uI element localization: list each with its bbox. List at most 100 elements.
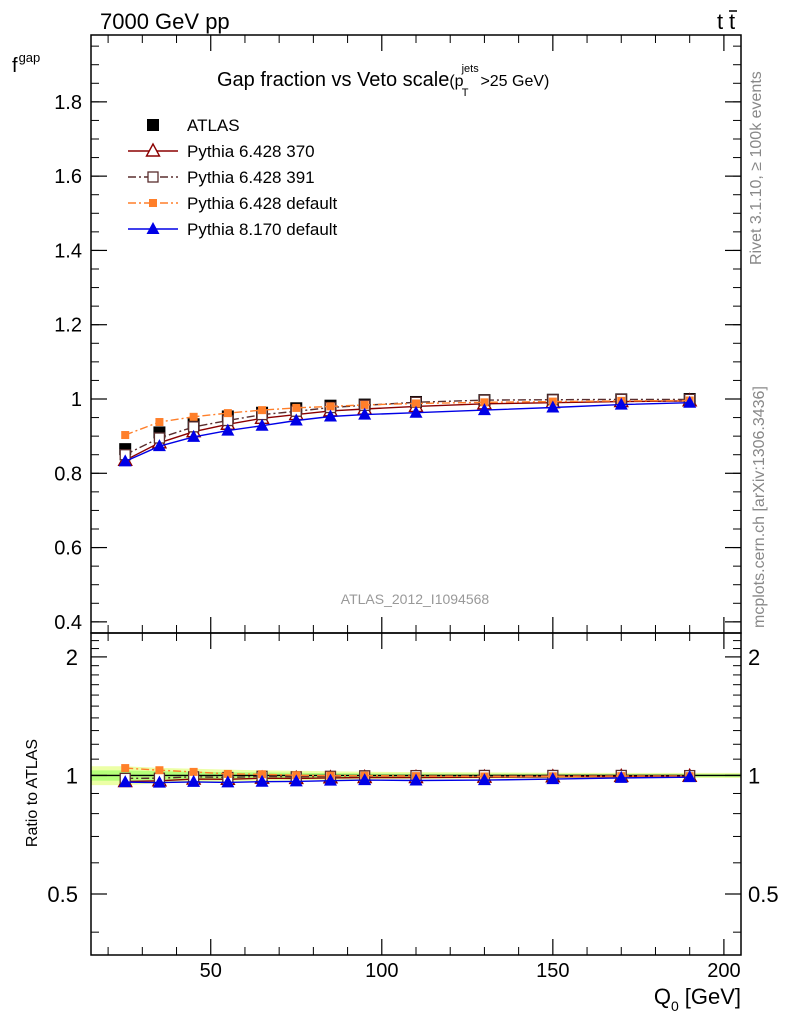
main-panel: 0.4 0.6 0.8 1 1.2 1.4 1.6 1.8 fgap Gap fraction… [12, 34, 742, 634]
legend-label-p370: Pythia 6.428 370 [187, 142, 315, 161]
data-point-p6def [326, 402, 335, 411]
data-point-p8def [221, 423, 235, 436]
legend-label-atlas: ATLAS [187, 116, 240, 135]
main-y-tick-label: 1.2 [54, 315, 82, 337]
data-point-p6def [480, 398, 489, 407]
legend-marker-p6def [149, 199, 157, 207]
legend-marker-atlas [147, 119, 159, 131]
data-point-p8def [683, 395, 697, 408]
main-y-tick-label: 0.4 [54, 612, 82, 634]
legend-item-p8def: Pythia 8.170 default [128, 220, 338, 239]
main-y-tick-label: 0.6 [54, 538, 82, 560]
data-point-p8def [358, 773, 372, 786]
data-point-p6def [189, 412, 198, 421]
data-point-p8def [289, 774, 303, 787]
data-point-p6def [155, 418, 164, 427]
data-point-p6def [223, 769, 232, 778]
series-p391 [119, 393, 696, 461]
data-point-p8def [255, 774, 269, 787]
data-point-p8def [152, 439, 166, 452]
legend-item-p391: Pythia 6.428 391 [128, 168, 315, 187]
data-point-p8def [118, 454, 132, 467]
rivet-version-label: Rivet 3.1.10, ≥ 100k events [748, 71, 765, 265]
main-y-tick-label: 1 [71, 389, 82, 411]
x-tick-label: 100 [365, 960, 398, 982]
data-point-p8def [683, 770, 697, 783]
x-axis-label-main: Q [654, 984, 671, 1009]
legend: ATLAS Pythia 6.428 370 Pythia 6.428 391 Pyt… [128, 116, 338, 239]
legend-marker-p391 [147, 171, 159, 183]
ratio-y-ticks: 0.5 0.5 1 1 2 2 [47, 640, 779, 933]
ratio-y-tick-label: 0.5 [47, 882, 78, 907]
data-point-p8def [152, 775, 166, 788]
chart-title-suffix-sub: T [462, 87, 469, 99]
data-point-p6def [258, 406, 267, 415]
data-point-p6def [258, 770, 267, 779]
data-point-p8def [409, 773, 423, 786]
data-point-p8def [221, 775, 235, 788]
main-y-axis-label-main: f [12, 55, 18, 77]
ratio-y-tick-label: 2 [66, 645, 78, 670]
main-y-tick-label: 1.8 [54, 92, 82, 114]
data-point-p8def [187, 429, 201, 442]
analysis-watermark: ATLAS_2012_I1094568 [341, 591, 490, 607]
series-p8def [118, 395, 697, 467]
process-label-tbar: t [729, 9, 735, 34]
ratio-x-ticks: 50 100 150 200 [107, 633, 741, 982]
data-point-p6def [121, 431, 130, 440]
process-label: t t [717, 9, 737, 34]
legend-label-p6def: Pythia 6.428 default [187, 194, 338, 213]
legend-item-p370: Pythia 6.428 370 [128, 142, 315, 161]
series-line-p8def [124, 402, 690, 463]
legend-item-p6def: Pythia 6.428 default [128, 194, 338, 213]
main-x-ticks [107, 35, 725, 633]
ratio-panel-frame [90, 632, 742, 956]
chart-title-suffix-sup: jets [461, 63, 480, 75]
x-axis-label: Q0 [GeV] [654, 984, 741, 1014]
data-point-p6def [412, 399, 420, 408]
main-y-tick-label: 0.8 [54, 463, 82, 485]
data-point-p8def [358, 407, 372, 420]
data-point-p6def [360, 400, 369, 409]
data-point-p8def [118, 775, 132, 788]
ratio-series [117, 764, 698, 788]
main-y-tick-label: 1.4 [54, 240, 82, 262]
data-point-p8def [323, 773, 337, 786]
ratio-y-axis-label: Ratio to ATLAS [24, 739, 41, 847]
data-point-p6def [189, 767, 198, 776]
data-point-p8def [614, 770, 628, 783]
legend-marker-p370 [145, 142, 161, 157]
x-tick-label: 150 [536, 960, 569, 982]
data-point-p8def [546, 772, 560, 785]
x-axis-label-unit: [GeV] [685, 984, 741, 1009]
main-y-axis-label-sub: gap [19, 50, 41, 65]
x-axis-label-sub: 0 [671, 998, 679, 1014]
data-point-p6def [223, 409, 232, 418]
ratio-y-tick-label-right: 0.5 [748, 882, 779, 907]
x-tick-label: 50 [200, 960, 222, 982]
series-p8def [118, 770, 697, 788]
ratio-y-tick-label-right: 1 [748, 763, 760, 788]
data-point-p6def [292, 403, 301, 412]
data-point-p8def [477, 403, 491, 416]
legend-label-p391: Pythia 6.428 391 [187, 168, 315, 187]
data-point-p8def [477, 773, 491, 786]
data-point-p8def [409, 405, 423, 418]
ratio-panel: 0.5 0.51 12 2 50 100 150 200 Ratio to ATLAS Q0… [24, 632, 779, 1014]
process-label-t: t [717, 9, 723, 34]
data-point-p6def [121, 764, 130, 773]
legend-marker-p8def [146, 222, 160, 234]
legend-label-p8def: Pythia 8.170 default [187, 220, 338, 239]
main-y-ticks: 0.4 0.6 0.8 1 1.2 1.4 1.6 1.8 [54, 45, 741, 634]
chart-title-suffix-close: >25 GeV) [480, 73, 549, 90]
data-point-p8def [546, 400, 560, 413]
series-line-p370 [124, 400, 690, 461]
x-tick-label: 200 [707, 960, 740, 982]
legend-item-atlas: ATLAS [147, 116, 240, 135]
data-point-p8def [187, 774, 201, 787]
main-series [117, 392, 698, 467]
chart-title: Gap fraction vs Veto scale(pjets T >25 GeV… [217, 63, 549, 99]
data-point-p8def [614, 397, 628, 410]
ratio-y-tick-label-right: 2 [748, 645, 760, 670]
